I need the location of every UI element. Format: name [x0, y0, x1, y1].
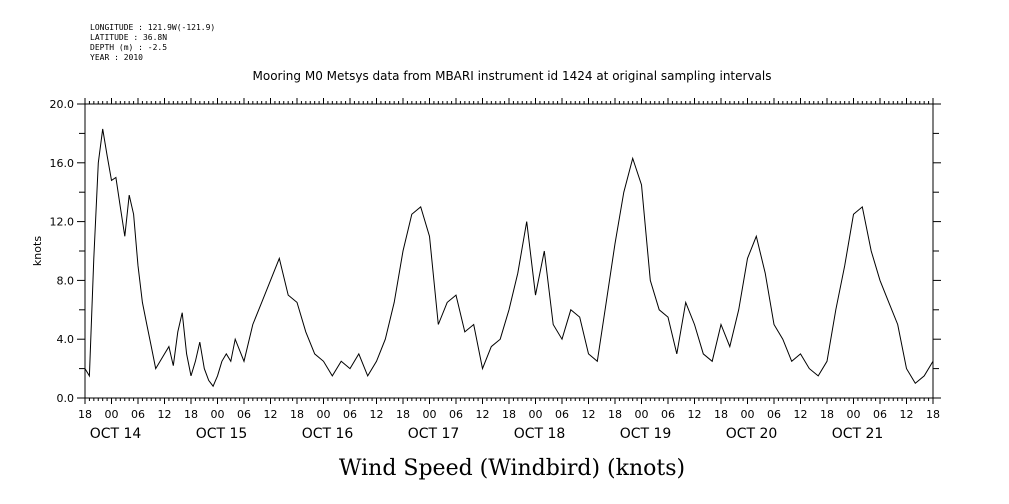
y-tick-label: 4.0 [57, 333, 75, 346]
x-tick-label: 06 [661, 408, 675, 421]
y-tick-label: 16.0 [50, 157, 75, 170]
x-tick-label: 00 [635, 408, 649, 421]
y-tick-label: 0.0 [57, 392, 75, 405]
x-tick-label: 12 [582, 408, 596, 421]
x-day-label: OCT 16 [302, 426, 354, 442]
x-day-labels: OCT 14 OCT 15 OCT 16 OCT 17 OCT 18 OCT 19 OCT … [90, 426, 884, 442]
x-tick-label: 18 [820, 408, 834, 421]
x-day-label: OCT 19 [620, 426, 672, 442]
x-day-label: OCT 21 [832, 426, 884, 442]
x-tick-label: 18 [78, 408, 92, 421]
x-tick-label: 18 [608, 408, 622, 421]
x-tick-label: 18 [502, 408, 516, 421]
y-axis-label: knots [31, 236, 44, 266]
x-tick-label: 18 [290, 408, 304, 421]
x-day-label: OCT 17 [408, 426, 460, 442]
latitude-label: LATITUDE : 36.8N [90, 33, 167, 42]
x-tick-label: 00 [423, 408, 437, 421]
wind-speed-series-line [84, 128, 934, 388]
x-tick-label: 06 [873, 408, 887, 421]
x-tick-label: 00 [211, 408, 225, 421]
tick-marks [77, 98, 941, 404]
x-tick-label: 12 [900, 408, 914, 421]
x-tick-label: 00 [317, 408, 331, 421]
x-tick-label: 00 [847, 408, 861, 421]
y-tick-label: 12.0 [50, 216, 75, 229]
chart-title: Mooring M0 Metsys data from MBARI instru… [253, 69, 772, 83]
plot-frame [84, 103, 934, 399]
x-axis-label: Wind Speed (Windbird) (knots) [339, 456, 685, 481]
x-tick-label: 12 [476, 408, 490, 421]
x-day-label: OCT 20 [726, 426, 778, 442]
x-day-label: OCT 14 [90, 426, 142, 442]
x-day-label: OCT 15 [196, 426, 248, 442]
x-tick-label: 18 [184, 408, 198, 421]
x-tick-label: 00 [105, 408, 119, 421]
longitude-label: LONGITUDE : 121.9W(-121.9) [90, 23, 215, 32]
x-tick-label: 06 [237, 408, 251, 421]
x-tick-label: 18 [714, 408, 728, 421]
x-tick-label: 18 [396, 408, 410, 421]
x-tick-label: 12 [794, 408, 808, 421]
x-tick-label: 12 [370, 408, 384, 421]
x-tick-label: 06 [131, 408, 145, 421]
x-tick-label: 00 [529, 408, 543, 421]
x-tick-label: 06 [555, 408, 569, 421]
x-day-label: OCT 18 [514, 426, 566, 442]
x-tick-label: 00 [741, 408, 755, 421]
x-tick-label: 12 [158, 408, 172, 421]
x-tick-label: 06 [767, 408, 781, 421]
x-tick-labels: 18 00 06 12 18 00 06 12 18 00 06 12 18 00 06 12 18 00 06 12… [78, 408, 940, 421]
depth-label: DEPTH (m) : -2.5 [90, 43, 167, 52]
x-tick-label: 12 [688, 408, 702, 421]
year-label: YEAR : 2010 [90, 53, 143, 62]
x-tick-label: 06 [343, 408, 357, 421]
y-tick-labels: 0.0 4.0 8.0 12.0 16.0 20.0 [50, 98, 75, 405]
x-tick-label: 06 [449, 408, 463, 421]
x-tick-label: 12 [264, 408, 278, 421]
y-tick-label: 20.0 [50, 98, 75, 111]
x-tick-label: 18 [926, 408, 940, 421]
y-tick-label: 8.0 [57, 274, 75, 287]
